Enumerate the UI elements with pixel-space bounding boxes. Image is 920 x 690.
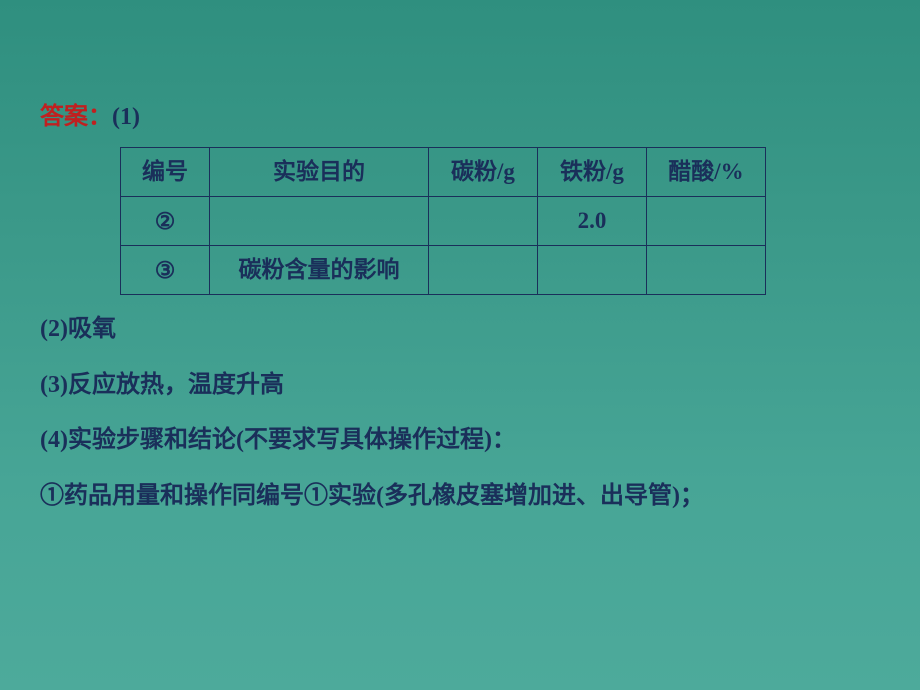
cell-iron-3 [538, 245, 647, 294]
header-iron: 铁粉/g [538, 147, 647, 196]
slide-content: 答案：(1) 编号 实验目的 碳粉/g 铁粉/g 醋酸/% ② 2.0 ③ 碳粉… [0, 0, 920, 514]
cell-id-2: ② [121, 196, 210, 245]
cell-id-3: ③ [121, 245, 210, 294]
header-iron-text: 铁粉 [560, 159, 606, 184]
answer-item-4: (4)实验步骤和结论(不要求写具体操作过程)： [40, 424, 880, 458]
table-row: ③ 碳粉含量的影响 [121, 245, 766, 294]
cell-purpose-3: 碳粉含量的影响 [210, 245, 429, 294]
header-acid-unit: /% [714, 159, 743, 184]
answer-item-3: (3)反应放热，温度升高 [40, 369, 880, 403]
cell-acid-3 [647, 245, 766, 294]
header-acid: 醋酸/% [647, 147, 766, 196]
cell-acid-2 [647, 196, 766, 245]
header-purpose: 实验目的 [210, 147, 429, 196]
cell-iron-2: 2.0 [538, 196, 647, 245]
experiment-table: 编号 实验目的 碳粉/g 铁粉/g 醋酸/% ② 2.0 ③ 碳粉含量的影响 [120, 147, 766, 296]
table-header-row: 编号 实验目的 碳粉/g 铁粉/g 醋酸/% [121, 147, 766, 196]
header-id: 编号 [121, 147, 210, 196]
cell-carbon-2 [429, 196, 538, 245]
header-carbon: 碳粉/g [429, 147, 538, 196]
header-carbon-text: 碳粉 [451, 159, 497, 184]
answer-item-4-sub1: ①药品用量和操作同编号①实验(多孔橡皮塞增加进、出导管)； [40, 480, 880, 514]
cell-purpose-2 [210, 196, 429, 245]
header-acid-text: 醋酸 [668, 159, 714, 184]
answer-label: 答案： [40, 103, 112, 130]
answer-item-2: (2)吸氧 [40, 313, 880, 347]
header-iron-unit: /g [606, 159, 624, 184]
answer-line: 答案：(1) [40, 100, 880, 135]
cell-carbon-3 [429, 245, 538, 294]
header-carbon-unit: /g [497, 159, 515, 184]
q1-number: (1) [112, 104, 140, 130]
table-row: ② 2.0 [121, 196, 766, 245]
